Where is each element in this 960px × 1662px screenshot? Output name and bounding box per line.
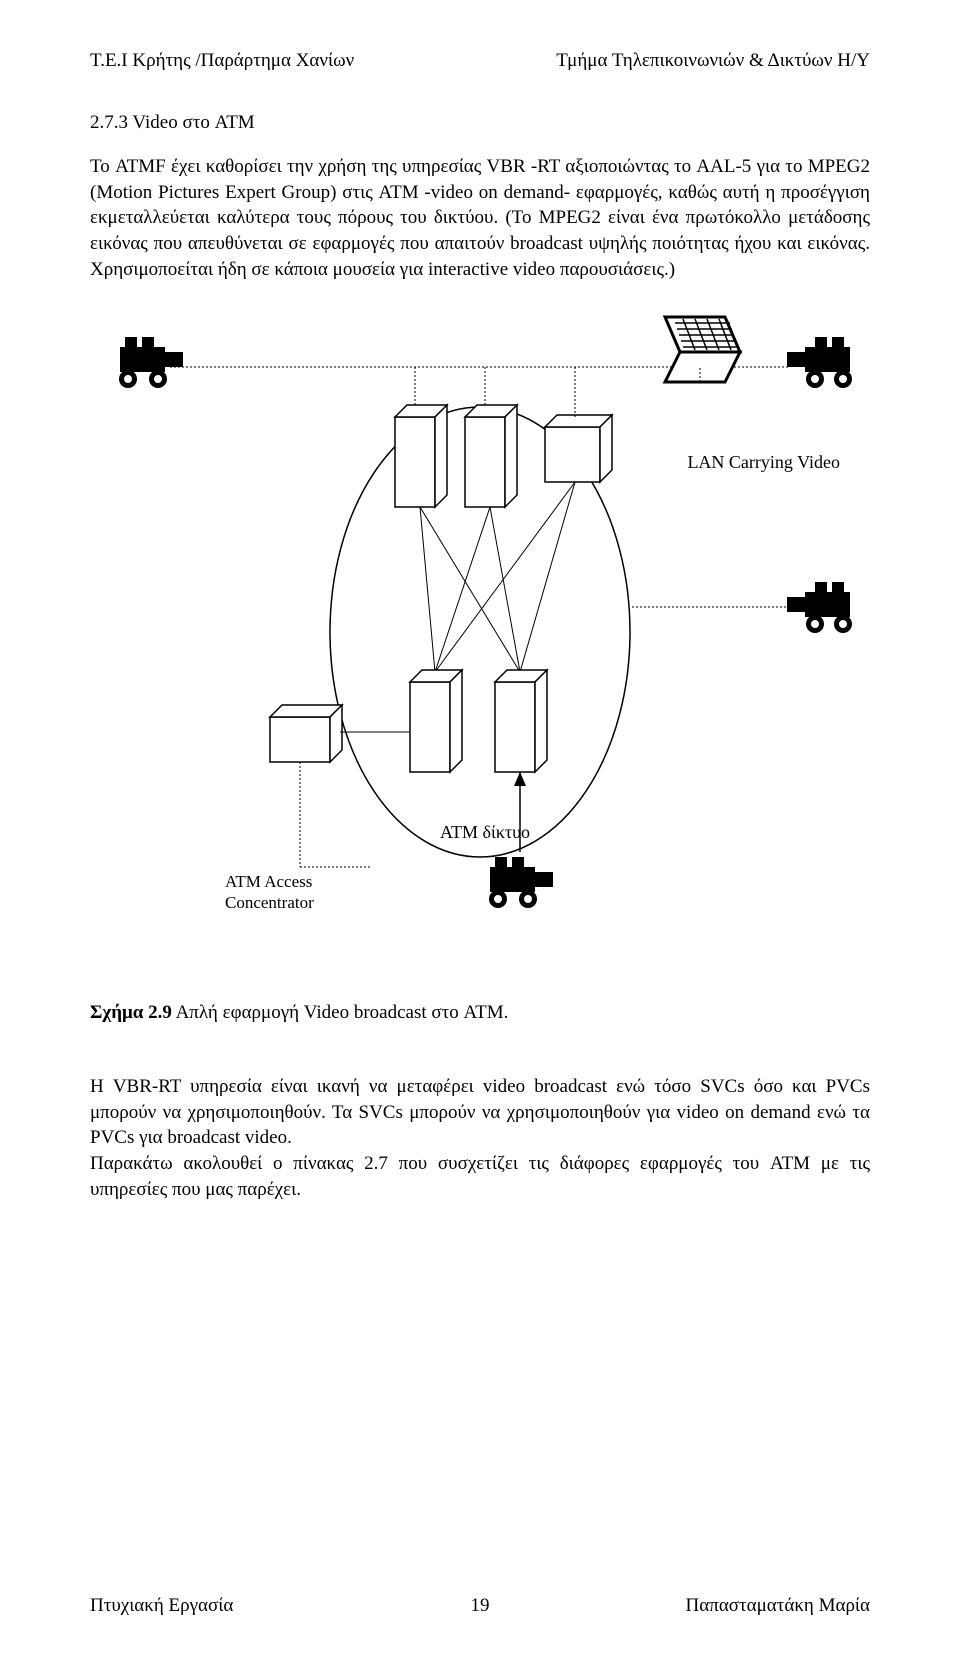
paragraph-3: Παρακάτω ακολουθεί ο πίνακας 2.7 που συσ…	[90, 1151, 870, 1202]
section-title: 2.7.3 Video στο ATM	[90, 112, 870, 134]
network-diagram: LAN Carrying Video ATM δίκτυο ATM Access…	[90, 312, 870, 952]
atm-network-label: ATM δίκτυο	[440, 822, 530, 843]
atm-access-concentrator-label: ATM Access Concentrator	[225, 872, 314, 913]
header-right: Τμήμα Τηλεπικοινωνιών & Δικτύων Η/Υ	[556, 50, 870, 72]
lan-carrying-video-label: LAN Carrying Video	[687, 452, 840, 473]
figure-caption: Σχήμα 2.9 Απλή εφαρμογή Video broadcast …	[90, 1002, 870, 1024]
paragraph-1: Το ATMF έχει καθορίσει την χρήση της υπη…	[90, 154, 870, 282]
header-left: T.E.I Κρήτης /Παράρτημα Χανίων	[90, 50, 354, 72]
footer-left: Πτυχιακή Εργασία	[90, 1595, 233, 1617]
footer-right: Παπασταματάκη Μαρία	[686, 1595, 870, 1617]
paragraph-2: Η VBR-RT υπηρεσία είναι ικανή να μεταφέρ…	[90, 1074, 870, 1151]
page-number: 19	[471, 1595, 490, 1617]
